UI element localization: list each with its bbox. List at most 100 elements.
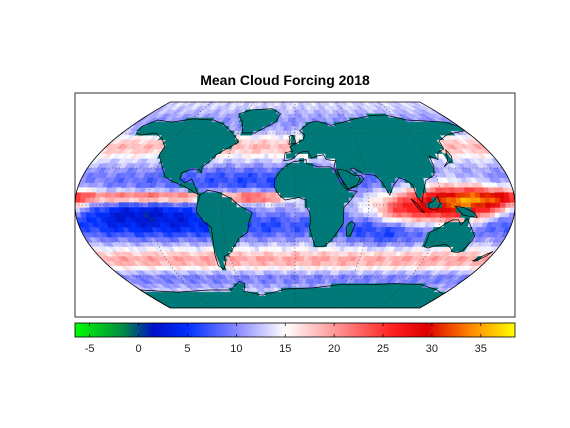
coastline	[195, 189, 253, 270]
ocean-cell-group	[488, 227, 497, 233]
coastline	[443, 149, 453, 168]
graticule	[75, 102, 515, 308]
ocean-cell-group	[445, 207, 452, 213]
chart-title: Mean Cloud Forcing 2018	[200, 72, 370, 88]
ocean-cell-group	[252, 172, 258, 178]
ocean-cell-group	[465, 197, 472, 203]
colorbar-tick-label: 5	[184, 343, 190, 355]
ocean-cell-group	[356, 227, 363, 233]
ocean-cell-group	[474, 192, 481, 198]
coastline	[410, 198, 426, 214]
ocean-cell-group	[178, 217, 185, 223]
ocean-cell-group	[450, 212, 457, 218]
ocean-cell-group	[480, 207, 486, 213]
coastline	[423, 218, 475, 254]
ocean-cell-group	[459, 192, 466, 198]
graticule-line	[336, 102, 369, 308]
ocean-cell-group	[198, 222, 205, 228]
ocean-cell-group	[464, 192, 471, 198]
ocean-cell-group	[169, 182, 176, 188]
ocean-cell-group	[402, 197, 408, 203]
ocean-cell-group	[421, 212, 427, 218]
ocean-cell-group	[143, 212, 150, 218]
ocean-cell-group	[426, 197, 433, 203]
ocean-cell-group	[174, 222, 181, 228]
ocean-cell-group	[159, 222, 166, 228]
ocean-cell-group	[270, 217, 276, 223]
coastline	[346, 220, 356, 237]
ocean-cell-group	[434, 187, 441, 193]
colorbar-tick-label: -5	[85, 343, 95, 355]
ocean-cell-group	[397, 202, 403, 208]
ocean-cell-group	[489, 197, 496, 203]
ocean-cell-group	[455, 212, 462, 218]
coastline	[238, 108, 281, 134]
ocean-cell-group	[250, 197, 257, 203]
ocean-cell-group	[182, 207, 188, 213]
ocean-cell-group	[504, 197, 511, 203]
coastline	[283, 114, 466, 204]
ocean-cell-group	[446, 202, 452, 208]
ocean-cell-group	[86, 172, 235, 178]
ocean-cell-group	[179, 227, 187, 233]
ocean-cell-group	[406, 207, 413, 213]
ocean-cell-group	[112, 102, 202, 159]
land-mask	[134, 108, 494, 308]
ocean-cell-group	[455, 197, 462, 203]
ocean-cell-group	[158, 144, 483, 262]
ocean-cell-group	[445, 197, 452, 203]
coastline	[427, 195, 441, 211]
ocean-cell-group	[270, 222, 277, 228]
ocean-cell-group	[463, 187, 471, 193]
ocean-cell-group	[397, 207, 408, 213]
ocean-cell-group	[397, 232, 405, 238]
colorbar: -5 0 5 10 15 20 25 30 35	[74, 322, 516, 355]
ocean-cell-group	[465, 202, 472, 208]
ocean-cell-group	[256, 182, 262, 188]
ocean-cell-group	[290, 222, 296, 228]
ocean-cell-group	[450, 197, 457, 203]
graticule-line	[221, 102, 254, 308]
ocean-cell-group	[246, 177, 253, 183]
ocean-cell-group	[168, 217, 175, 223]
coastline	[274, 159, 358, 248]
ocean-cell-group	[294, 227, 301, 233]
ocean-cell-group	[231, 182, 238, 188]
ocean-cell-group	[123, 207, 130, 213]
ocean-cell-group	[114, 212, 121, 218]
ocean-cell-group	[489, 192, 496, 198]
ocean-cell-group	[172, 207, 179, 213]
ocean-cell-group	[138, 207, 164, 213]
colorbar-tick-label: 30	[426, 343, 438, 355]
ocean-cell-group	[237, 177, 244, 183]
ocean-cell-group	[490, 202, 496, 208]
ocean-cell-group	[253, 163, 259, 169]
ocean-cell-group	[450, 207, 457, 213]
coastline	[472, 251, 494, 262]
ocean-cell-group	[265, 222, 272, 228]
ocean-cell-group	[94, 207, 101, 213]
coastline	[135, 118, 240, 196]
ocean-cell-group	[373, 172, 504, 280]
ocean-cell-group	[489, 207, 496, 213]
ocean-cell-group	[405, 256, 413, 262]
ocean-cell-group	[470, 202, 476, 208]
ocean-cell-group	[475, 197, 481, 203]
ocean-cell-group	[454, 187, 461, 193]
ocean-cell-group	[250, 192, 257, 198]
ocean-cell-group	[470, 197, 477, 203]
coastline	[336, 168, 365, 190]
ocean-cell-group	[494, 197, 501, 203]
ocean-cell-group	[245, 192, 252, 198]
ocean-cell-group	[153, 192, 160, 198]
ocean-cell-group	[401, 212, 408, 218]
ocean-cell-group	[187, 207, 193, 213]
ocean-cell-group	[304, 222, 310, 228]
colorbar-tick-label: 25	[377, 343, 389, 355]
ocean-cell-group	[445, 212, 452, 218]
coastline	[454, 205, 478, 218]
ocean-cell-group	[199, 232, 207, 238]
ocean-cell-group	[441, 197, 447, 203]
ocean-cell-group	[89, 212, 97, 218]
